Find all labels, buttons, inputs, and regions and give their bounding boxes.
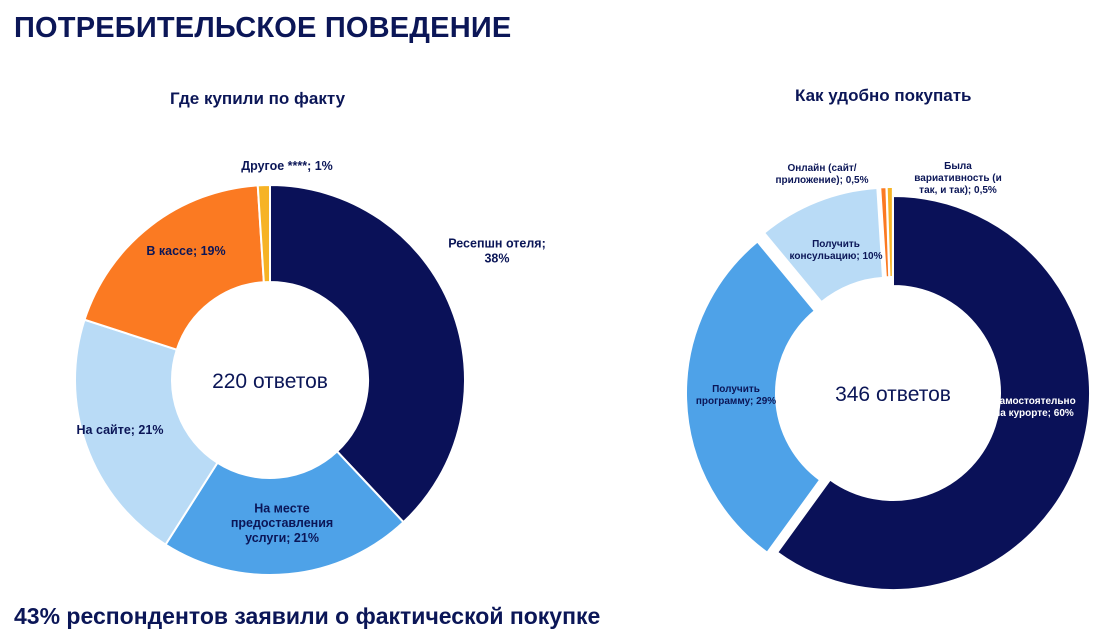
center-label: 220 ответов [212, 370, 328, 393]
slice-label-получить-программу: Получить программу; 29% [696, 384, 776, 407]
slice-была-вариативность-и-так-и-так [885, 186, 894, 279]
slice-label-получить-консультацию: Получить консульацию; 10% [789, 239, 882, 262]
footer-summary: 43% респондентов заявили о фактической п… [14, 603, 601, 629]
slice-label-ресепшн-отеля: Ресепшн отеля; 38% [448, 237, 546, 266]
slice-другое [256, 183, 271, 284]
slice-label-на-сайте: На сайте; 21% [77, 423, 164, 437]
page-title: ПОТРЕБИТЕЛЬСКОЕ ПОВЕДЕНИЕ [14, 12, 512, 44]
slice-label-онлайн-сайт-приложение: Онлайн (сайт/приложение); 0,5% [776, 163, 869, 186]
slice-label-другое: Другое ****; 1% [241, 159, 333, 173]
slice-получить-программу [685, 240, 822, 555]
chart-title-how-convenient: Как удобно покупать [795, 86, 972, 105]
slice-на-месте-предоставления-услуги [164, 450, 405, 576]
slice-в-кассе [83, 184, 265, 351]
donut-chart-how-convenient: Самостоятельно на курорте; 60% Получить про… [685, 161, 1091, 591]
slice-label-на-месте-предоставления-услуги: На месте предоставления услуги; 21% [231, 501, 333, 545]
slice-на-сайте [74, 318, 219, 547]
slice-label-была-вариативность-и-так-и-так: Была вариативность (и так, и так); 0,5% [914, 161, 1001, 196]
slice-label-в-кассе: В кассе; 19% [146, 244, 225, 258]
slice-самостоятельно-на-курорте [775, 194, 1091, 591]
donut-chart-where-bought: Ресепшн отеля; 38% На месте предоставления у… [74, 159, 546, 576]
slice-ресепшн-отеля [269, 183, 466, 524]
slice-получить-консультацию [762, 186, 885, 304]
chart-title-where-bought: Где купили по факту [170, 89, 346, 108]
slice-label-самостоятельно-на-курорте: Самостоятельно на курорте; 60% [992, 396, 1075, 419]
center-label: 346 ответов [835, 383, 951, 406]
